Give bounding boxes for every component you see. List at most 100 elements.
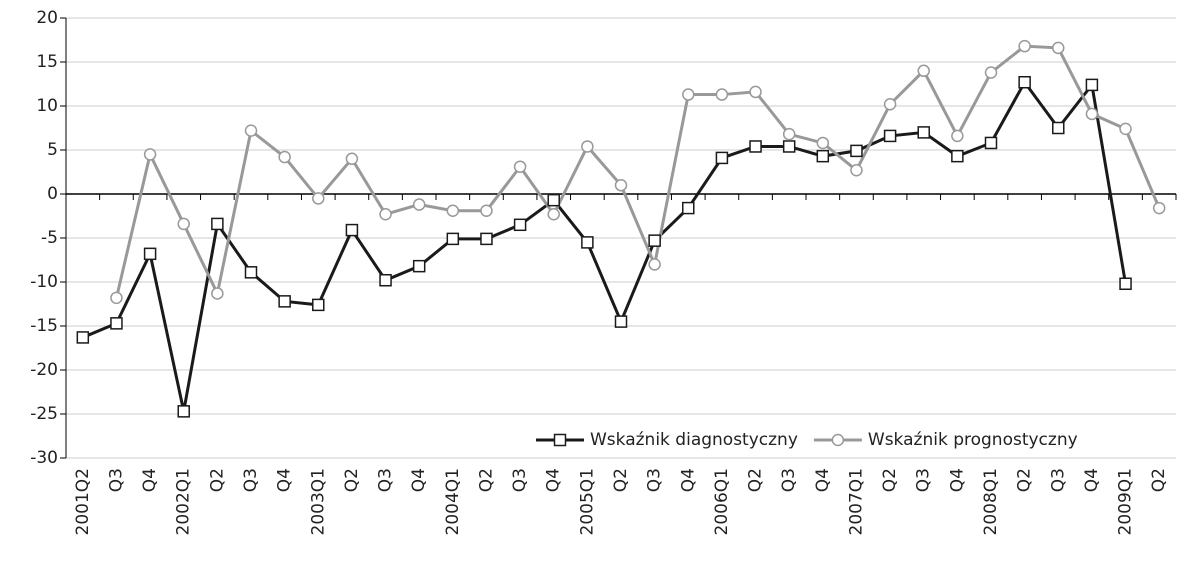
y-tick-label: 20 <box>36 8 58 28</box>
marker <box>1119 277 1132 291</box>
series-line <box>82 79 1128 412</box>
y-tick-label: -30 <box>30 448 58 468</box>
series-line <box>114 44 1161 299</box>
marker <box>850 144 863 158</box>
marker <box>715 151 729 165</box>
x-tick-label: Q3 <box>241 468 261 492</box>
marker <box>1052 41 1065 55</box>
marker <box>850 163 863 177</box>
x-tick-label: Q3 <box>510 468 530 492</box>
marker <box>312 298 325 312</box>
y-tick-label: -25 <box>30 404 58 424</box>
marker <box>110 317 123 330</box>
marker <box>211 217 224 231</box>
x-tick-label: Q4 <box>678 468 698 492</box>
marker <box>782 127 796 141</box>
marker <box>1018 39 1031 53</box>
marker <box>345 223 359 237</box>
x-tick-label: Q4 <box>544 468 564 492</box>
marker <box>682 88 695 101</box>
marker <box>951 129 964 143</box>
marker <box>547 207 560 221</box>
marker <box>177 405 190 418</box>
marker <box>682 201 695 215</box>
marker <box>244 266 258 279</box>
marker <box>278 150 291 164</box>
marker <box>446 232 460 246</box>
x-tick-label: 2006Q1 <box>712 468 732 535</box>
marker <box>1018 75 1031 89</box>
x-tick-label: Q2 <box>1149 468 1169 492</box>
marker <box>177 217 190 231</box>
x-tick-label: Q2 <box>207 468 227 492</box>
marker <box>211 287 224 300</box>
marker <box>614 315 628 328</box>
marker <box>1152 201 1166 215</box>
x-tick-label: Q3 <box>376 468 396 492</box>
x-tick-label: Q2 <box>880 468 900 492</box>
x-tick-label: Q4 <box>409 468 429 492</box>
marker <box>312 192 325 205</box>
marker <box>379 207 392 221</box>
marker <box>816 136 830 150</box>
x-tick-label: 2003Q1 <box>308 468 328 535</box>
marker <box>412 259 426 273</box>
marker <box>110 291 123 305</box>
legend-marker <box>831 433 845 447</box>
marker <box>513 160 527 173</box>
legend-marker <box>553 433 567 447</box>
legend-label: Wskaźnik prognostyczny <box>868 430 1078 450</box>
y-tick-label: 5 <box>47 140 58 160</box>
marker <box>1052 121 1065 135</box>
marker <box>581 236 594 249</box>
y-tick-label: 15 <box>36 52 58 72</box>
marker <box>917 64 930 78</box>
marker <box>547 193 560 207</box>
marker <box>345 152 359 166</box>
x-tick-label: Q4 <box>1082 468 1102 492</box>
marker <box>1085 78 1099 92</box>
marker <box>278 295 291 308</box>
marker <box>581 140 594 153</box>
marker <box>412 198 426 211</box>
marker <box>143 148 157 161</box>
marker <box>76 331 90 344</box>
marker <box>1085 107 1099 121</box>
marker <box>1119 122 1132 136</box>
marker <box>244 124 258 137</box>
x-tick-label: Q2 <box>342 468 362 492</box>
marker <box>648 258 661 271</box>
marker <box>984 136 998 150</box>
x-tick-label: Q3 <box>1048 468 1068 492</box>
x-tick-label: 2001Q2 <box>73 468 93 535</box>
x-tick-label: 2005Q1 <box>577 468 597 535</box>
marker <box>614 178 628 192</box>
y-tick-label: 10 <box>36 96 58 116</box>
x-tick-label: 2002Q1 <box>174 468 194 535</box>
x-tick-label: Q2 <box>746 468 766 492</box>
x-tick-label: Q2 <box>611 468 631 492</box>
marker <box>480 232 493 246</box>
legend: Wskaźnik diagnostyczny Wskaźnik prognosty… <box>536 430 1078 450</box>
y-tick-label: -5 <box>41 228 58 248</box>
marker <box>648 234 661 247</box>
marker <box>816 149 830 163</box>
marker <box>951 149 964 163</box>
marker <box>917 126 930 139</box>
x-tick-label: Q4 <box>140 468 160 492</box>
marker <box>715 88 729 101</box>
marker <box>143 247 157 261</box>
x-tick-label: 2009Q1 <box>1116 468 1136 535</box>
x-tick-label: Q2 <box>476 468 496 492</box>
x-tick-label: Q4 <box>947 468 967 492</box>
marker <box>984 66 998 79</box>
x-tick-label: 2007Q1 <box>846 468 866 535</box>
y-tick-label: -10 <box>30 272 58 292</box>
x-tick-label: Q3 <box>106 468 126 492</box>
x-tick-label: Q4 <box>275 468 295 492</box>
marker <box>883 97 897 111</box>
marker <box>480 204 493 217</box>
x-tick-label: 2008Q1 <box>981 468 1001 535</box>
x-tick-label: Q4 <box>813 468 833 492</box>
